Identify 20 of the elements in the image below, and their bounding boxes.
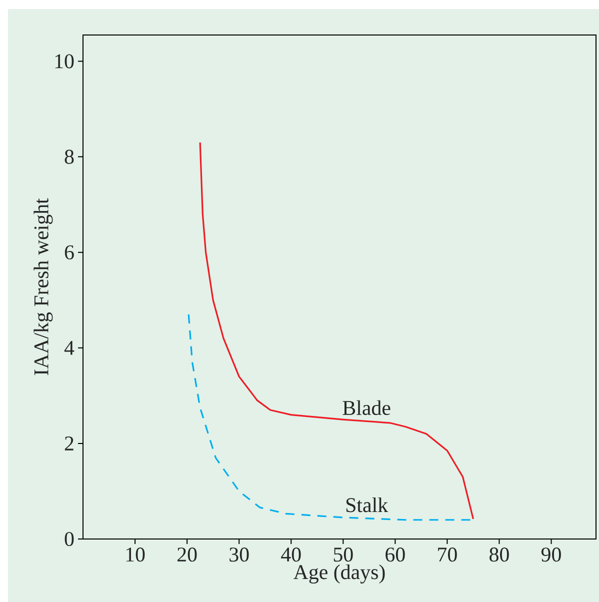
x-tick-label: 90 [541, 548, 561, 562]
y-tick-label: 2 [64, 436, 74, 450]
series-label: Stalk [346, 497, 388, 512]
y-tick-label: 6 [64, 245, 74, 260]
x-axis-title: Age (days) [294, 564, 385, 584]
y-tick-label: 8 [64, 150, 74, 164]
series-label: Blade [342, 400, 390, 416]
x-tick-label: 70 [438, 548, 457, 562]
line-series [199, 142, 474, 520]
x-tick-label: 30 [230, 548, 249, 562]
x-tick-label: 40 [281, 548, 301, 562]
y-tick-label: 10 [55, 54, 74, 68]
y-axis-title: IAA/kg Fresh weight [34, 198, 53, 376]
y-tick-label: 4 [64, 341, 74, 355]
x-tick-label: 20 [178, 548, 197, 562]
x-tick-label: 10 [126, 548, 145, 562]
x-tick-label: 80 [490, 548, 509, 562]
x-tick-label: 60 [386, 548, 405, 562]
y-tick-label: 0 [64, 532, 74, 546]
x-tick-label: 50 [334, 548, 353, 562]
